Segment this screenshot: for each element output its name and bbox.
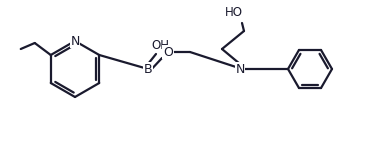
Text: B: B <box>144 62 152 76</box>
Text: HO: HO <box>225 5 243 19</box>
Text: O: O <box>163 46 173 59</box>
Text: N: N <box>235 62 245 76</box>
Text: OH: OH <box>151 39 169 51</box>
Text: N: N <box>70 35 80 47</box>
